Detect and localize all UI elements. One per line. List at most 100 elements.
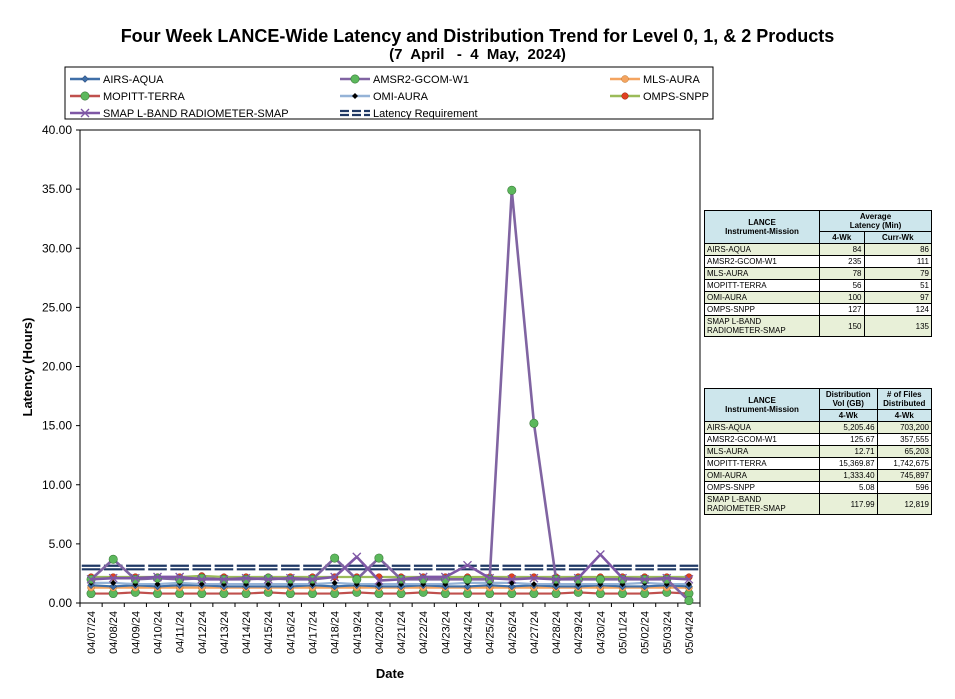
distribution-cell-value: 357,555: [876, 433, 933, 446]
data-point: [285, 573, 295, 583]
data-point: [507, 185, 517, 195]
y-tick-label: 35.00: [42, 182, 72, 196]
data-point: [308, 574, 317, 584]
data-point: [263, 574, 273, 584]
legend-label: SMAP L-BAND RADIOMETER-SMAP: [103, 108, 289, 120]
series-smap-l-band-radiometer-smap: [86, 550, 694, 585]
data-point: [265, 581, 272, 588]
data-point: [330, 572, 340, 582]
data-point: [198, 581, 205, 588]
legend-label: AIRS-AQUA: [103, 74, 164, 86]
data-point: [80, 108, 90, 118]
legend-label: MOPITT-TERRA: [103, 91, 186, 103]
x-tick-label: 04/11/24: [175, 611, 187, 653]
x-axis-label: Date: [376, 666, 404, 681]
data-point: [331, 579, 338, 586]
distribution-row: OMPS-SNPP 5.08 596: [704, 481, 933, 494]
dist-header-mission: LANCE Instrument-Mission: [704, 388, 820, 422]
data-point: [81, 75, 89, 83]
x-tick-label: 04/17/24: [308, 611, 320, 654]
series-line: [91, 553, 689, 582]
x-tick-label: 04/20/24: [374, 611, 386, 654]
x-axis: 04/07/24 04/08/24 04/09/24 04/10/24 04/11/24…: [79, 603, 701, 654]
latency-cell-value: 100: [819, 291, 865, 304]
data-point: [109, 582, 118, 591]
distribution-cell-mission: OMI-AURA: [704, 469, 820, 482]
x-tick-label: 04/22/24: [418, 611, 430, 654]
x-tick-label: 04/14/24: [241, 611, 253, 654]
legend-item: MOPITT-TERRA: [70, 91, 186, 103]
distribution-cell-value: 1,333.40: [819, 469, 878, 482]
distribution-row: MOPITT-TERRA 15,369.87 1,742,675: [704, 457, 933, 470]
distribution-cell-mission: MLS-AURA: [704, 445, 820, 458]
legend-item: AMSR2-GCOM-W1: [340, 74, 469, 86]
data-point: [153, 572, 162, 582]
distribution-table: LANCE Instrument-Mission Distribution Vo…: [704, 388, 933, 515]
series-line: [91, 584, 689, 588]
data-point: [108, 573, 118, 583]
data-point: [154, 581, 161, 588]
distribution-row: OMI-AURA 1,333.40 745,897: [704, 469, 933, 482]
latency-row: OMPS-SNPP 127 124: [704, 303, 933, 316]
data-point: [551, 574, 561, 584]
legend-box: [64, 66, 714, 120]
x-tick-label: 04/13/24: [219, 611, 231, 654]
data-point: [685, 581, 692, 588]
latency-row: SMAP L-BAND RADIOMETER-SMAP 150 135: [704, 315, 933, 337]
y-tick-label: 15.00: [42, 419, 72, 433]
latency-row: AIRS-AQUA 84 86: [704, 243, 933, 256]
latency-row: OMI-AURA 100 97: [704, 291, 933, 304]
data-point: [640, 582, 649, 591]
x-tick-label: 04/23/24: [440, 611, 452, 654]
data-point: [618, 573, 627, 583]
distribution-row: AIRS-AQUA 5,205.46 703,200: [704, 421, 933, 434]
data-point: [440, 572, 450, 582]
x-tick-label: 04/09/24: [130, 611, 142, 654]
x-tick-label: 05/03/24: [662, 611, 674, 654]
legend-label: OMPS-SNPP: [643, 91, 709, 103]
data-point: [621, 92, 629, 100]
data-point: [595, 550, 605, 559]
latency-row: MOPITT-TERRA 56 51: [704, 279, 933, 292]
y-tick-label: 25.00: [42, 300, 72, 314]
data-point: [330, 582, 339, 591]
latency-cell-mission: AMSR2-GCOM-W1: [704, 255, 820, 268]
distribution-cell-value: 15,369.87: [819, 457, 878, 470]
dist-subheader-files: 4-Wk: [876, 409, 933, 422]
data-point: [529, 418, 539, 428]
data-point: [621, 75, 629, 83]
distribution-cell-mission: MOPITT-TERRA: [704, 457, 820, 470]
legend-item: Latency Requirement: [340, 108, 478, 120]
data-point: [80, 91, 90, 101]
series-line: [91, 591, 689, 595]
data-point: [175, 572, 185, 582]
x-tick-label: 04/29/24: [573, 611, 585, 654]
data-point: [396, 574, 406, 584]
legend-label: Latency Requirement: [373, 108, 478, 120]
data-point: [418, 572, 428, 582]
data-point: [330, 553, 340, 563]
x-tick-label: 05/04/24: [684, 611, 696, 654]
latency-cell-mission: OMI-AURA: [704, 291, 820, 304]
y-tick-label: 10.00: [42, 478, 72, 492]
dist-header-files: # of Files Distributed: [876, 388, 933, 410]
x-tick-label: 04/30/24: [595, 611, 607, 654]
data-point: [463, 582, 472, 591]
distribution-row: AMSR2-GCOM-W1 125.67 357,555: [704, 433, 933, 446]
distribution-cell-value: 12,819: [876, 493, 933, 515]
legend-label: MLS-AURA: [643, 74, 701, 86]
data-point: [530, 581, 537, 588]
y-tick-label: 20.00: [42, 360, 72, 374]
legend-label: OMI-AURA: [373, 91, 429, 103]
latency-cell-value: 135: [863, 315, 933, 337]
data-point: [352, 574, 362, 584]
latency-header-avg: Average Latency (Min): [819, 210, 932, 232]
data-point: [595, 574, 605, 584]
y-axis-label: Latency (Hours): [20, 318, 35, 417]
latency-cell-value: 56: [819, 279, 865, 292]
series-line: [91, 581, 689, 586]
distribution-cell-value: 117.99: [819, 493, 878, 515]
legend-item: SMAP L-BAND RADIOMETER-SMAP: [70, 108, 289, 120]
x-tick-label: 04/28/24: [551, 611, 563, 654]
